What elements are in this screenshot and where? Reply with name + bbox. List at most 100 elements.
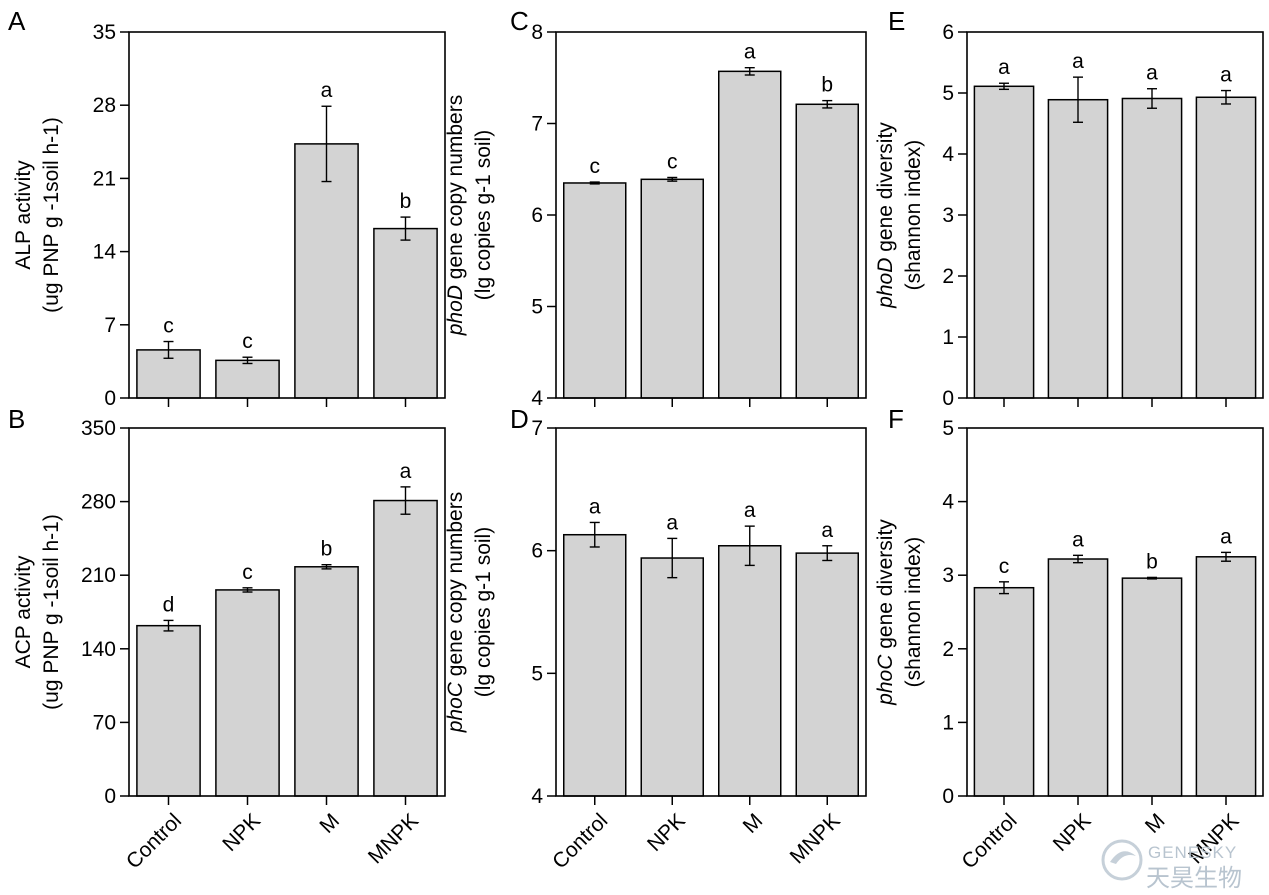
y-axis-unit: (ug PNP g -1soil h-1) bbox=[40, 514, 63, 710]
significance-letter: c bbox=[242, 330, 253, 353]
plot-frame bbox=[966, 427, 1264, 797]
error-bar bbox=[667, 176, 678, 182]
panel-b: B 0 70 140 210 280 350 d Control c NPK b Ma MNPK ACP a… bbox=[8, 404, 446, 873]
y-tick-label: 5 bbox=[531, 296, 543, 319]
y-tick-label: 0 bbox=[942, 387, 954, 410]
error-bar bbox=[999, 581, 1009, 595]
y-tick-label: 1 bbox=[942, 711, 954, 734]
y-tick-label: 7 bbox=[104, 314, 116, 337]
x-category-label: NPK bbox=[1049, 809, 1096, 856]
y-tick-label: 3 bbox=[942, 204, 954, 227]
y-tick-label: 350 bbox=[81, 417, 116, 440]
significance-letter: a bbox=[1072, 50, 1084, 73]
y-tick-label: 28 bbox=[93, 94, 116, 117]
plot-frame bbox=[966, 31, 1264, 399]
y-tick-label: 0 bbox=[104, 387, 116, 410]
error-bar bbox=[321, 105, 332, 183]
x-category-label: M bbox=[739, 809, 768, 838]
error-bar bbox=[744, 525, 755, 567]
bar-npk bbox=[640, 557, 704, 797]
y-tick-label: 21 bbox=[93, 167, 116, 190]
y-tick-label: 280 bbox=[81, 491, 116, 514]
bar-mnpk bbox=[795, 103, 859, 399]
y-axis-title: ALP activity bbox=[12, 160, 35, 270]
error-bar bbox=[400, 486, 411, 515]
y-tick-label: 35 bbox=[93, 21, 116, 44]
y-tick-label: 7 bbox=[531, 113, 543, 136]
panel-label: F bbox=[888, 404, 904, 434]
y-axis-unit: (shannon index) bbox=[902, 537, 925, 688]
y-axis-title: phoD gene copy numbers bbox=[444, 95, 467, 337]
error-bar bbox=[1147, 88, 1157, 109]
bar-mnpk bbox=[1195, 556, 1257, 797]
bar-m bbox=[294, 143, 359, 399]
significance-letter: a bbox=[321, 79, 333, 102]
error-bar bbox=[667, 537, 678, 579]
bar-m bbox=[294, 566, 359, 797]
significance-letter: a bbox=[744, 41, 756, 64]
bar-control bbox=[136, 624, 201, 797]
x-category-label: Control bbox=[548, 809, 612, 873]
x-category-label: MNPK bbox=[364, 809, 423, 868]
bar-m bbox=[718, 545, 782, 797]
watermark-cn: 天昊生物 bbox=[1146, 865, 1242, 892]
error-bar bbox=[242, 356, 253, 365]
y-axis-unit: (lg copies g-1 soil) bbox=[472, 130, 495, 300]
y-axis-title: ACP activity bbox=[12, 555, 35, 668]
y-tick-label: 2 bbox=[942, 638, 954, 661]
panel-label: D bbox=[510, 404, 529, 434]
y-tick-label: 4 bbox=[942, 143, 954, 166]
y-tick-label: 140 bbox=[81, 638, 116, 661]
significance-letter: a bbox=[1072, 528, 1084, 551]
panel-d: D 4 5 6 7 a Control a NPK a Ma MNPK phoC gene copy n… bbox=[444, 404, 867, 873]
y-tick-label: 5 bbox=[531, 662, 543, 685]
plot-frame bbox=[555, 31, 867, 399]
significance-letter: a bbox=[998, 56, 1010, 79]
x-category-label: NPK bbox=[218, 809, 265, 856]
significance-letter: a bbox=[1220, 525, 1232, 548]
significance-letter: a bbox=[1220, 64, 1232, 87]
bar-control bbox=[973, 85, 1035, 399]
error-bar bbox=[1073, 76, 1083, 123]
significance-letter: c bbox=[999, 555, 1010, 578]
y-tick-label: 5 bbox=[942, 417, 954, 440]
y-axis-unit: (ug PNP g -1soil h-1) bbox=[40, 117, 63, 313]
plot-frame bbox=[128, 31, 446, 399]
bar-npk bbox=[1047, 98, 1109, 399]
y-tick-label: 3 bbox=[942, 564, 954, 587]
y-tick-label: 0 bbox=[104, 785, 116, 808]
error-bar bbox=[321, 563, 332, 570]
significance-letter: a bbox=[589, 495, 601, 518]
panel-label: C bbox=[510, 6, 529, 36]
bar-control bbox=[563, 182, 627, 399]
y-tick-label: 5 bbox=[942, 82, 954, 105]
significance-letter: c bbox=[590, 155, 601, 178]
significance-letter: b bbox=[400, 190, 412, 213]
y-axis-title: phoD gene diversity bbox=[874, 122, 897, 309]
panel-a: A 0 7 14 21 28 35 c c a b ALP activity (ug PNP g -1s… bbox=[8, 6, 446, 410]
watermark: GENESKY 天昊生物 bbox=[1101, 839, 1242, 892]
y-axis-unit: (shannon index) bbox=[902, 140, 925, 291]
bar-mnpk bbox=[373, 499, 438, 797]
error-bar bbox=[1221, 89, 1231, 105]
bar-npk bbox=[1047, 558, 1109, 797]
x-category-label: MNPK bbox=[786, 809, 845, 868]
error-bar bbox=[999, 82, 1009, 91]
error-bar bbox=[589, 181, 600, 185]
x-category-label: NPK bbox=[643, 809, 690, 856]
bar-mnpk bbox=[1195, 96, 1257, 399]
y-axis-title: phoC gene copy numbers bbox=[444, 492, 467, 734]
significance-letter: b bbox=[321, 538, 333, 561]
panel-c: C 4 5 6 7 8 c c a b phoD gene copy numbers (lg copi… bbox=[444, 6, 867, 410]
plot-frame bbox=[555, 427, 867, 797]
error-bar bbox=[1073, 554, 1083, 564]
y-tick-label: 210 bbox=[81, 564, 116, 587]
bar-npk bbox=[215, 359, 280, 399]
bar-m bbox=[718, 70, 782, 399]
bar-control bbox=[973, 586, 1035, 797]
y-tick-label: 4 bbox=[531, 387, 543, 410]
significance-letter: c bbox=[667, 150, 678, 173]
